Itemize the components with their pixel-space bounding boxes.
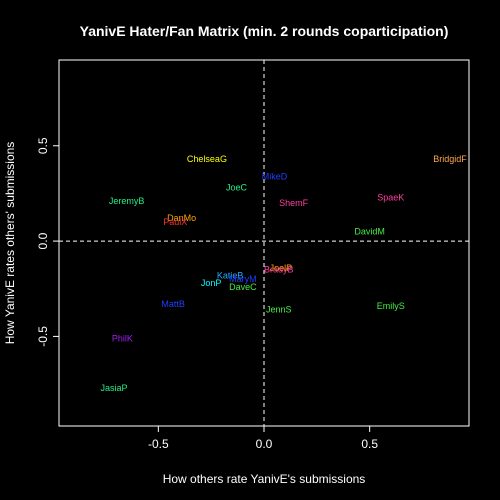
x-axis-label: How others rate YanivE's submissions <box>163 472 366 486</box>
data-point-label: PaulX <box>163 217 187 227</box>
y-axis: -0.5 0.0 0.5 <box>36 137 59 347</box>
data-point-label: JonP <box>201 278 222 288</box>
y-axis-label: How YanivE rates others' submissions <box>3 142 17 345</box>
y-tick-label: 0.0 <box>36 232 50 249</box>
data-point-label: JennS <box>266 305 292 315</box>
data-point-label: JeremyB <box>109 196 145 206</box>
data-point-label: DanMo <box>167 213 196 223</box>
y-tick-label: -0.5 <box>36 326 50 347</box>
data-point-label: KatieB <box>217 270 244 280</box>
data-point-label: SpaeK <box>377 192 404 202</box>
data-point-label: JoelP <box>270 263 293 273</box>
data-point-label: DavidM <box>354 227 385 237</box>
x-tick-label: 0.0 <box>256 437 273 451</box>
data-point-label: ShemF <box>279 198 309 208</box>
data-points: BridgidF ChelseaG MikeD JoeC SpaeK JeremyB She… <box>100 154 467 393</box>
data-point-label: MattB <box>161 299 185 309</box>
data-point-label: JoeC <box>226 183 248 193</box>
data-point-label: MaryM <box>229 274 257 284</box>
data-point-label: JasiaP <box>100 383 127 393</box>
data-point-label: DaveC <box>229 282 257 292</box>
data-point-label: ChelseaG <box>187 154 227 164</box>
y-tick-label: 0.5 <box>36 137 50 154</box>
data-point-label: PhilK <box>112 333 133 343</box>
x-tick-label: 0.5 <box>361 437 378 451</box>
chart-title: YanivE Hater/Fan Matrix (min. 2 rounds c… <box>80 23 449 39</box>
x-axis: -0.5 0.0 0.5 <box>148 426 378 451</box>
data-point-label: BradyB <box>264 265 294 275</box>
data-point-label: BridgidF <box>433 154 467 164</box>
data-point-label: MikeD <box>262 171 288 181</box>
data-point-label: EmilyS <box>377 301 405 311</box>
x-tick-label: -0.5 <box>148 437 169 451</box>
